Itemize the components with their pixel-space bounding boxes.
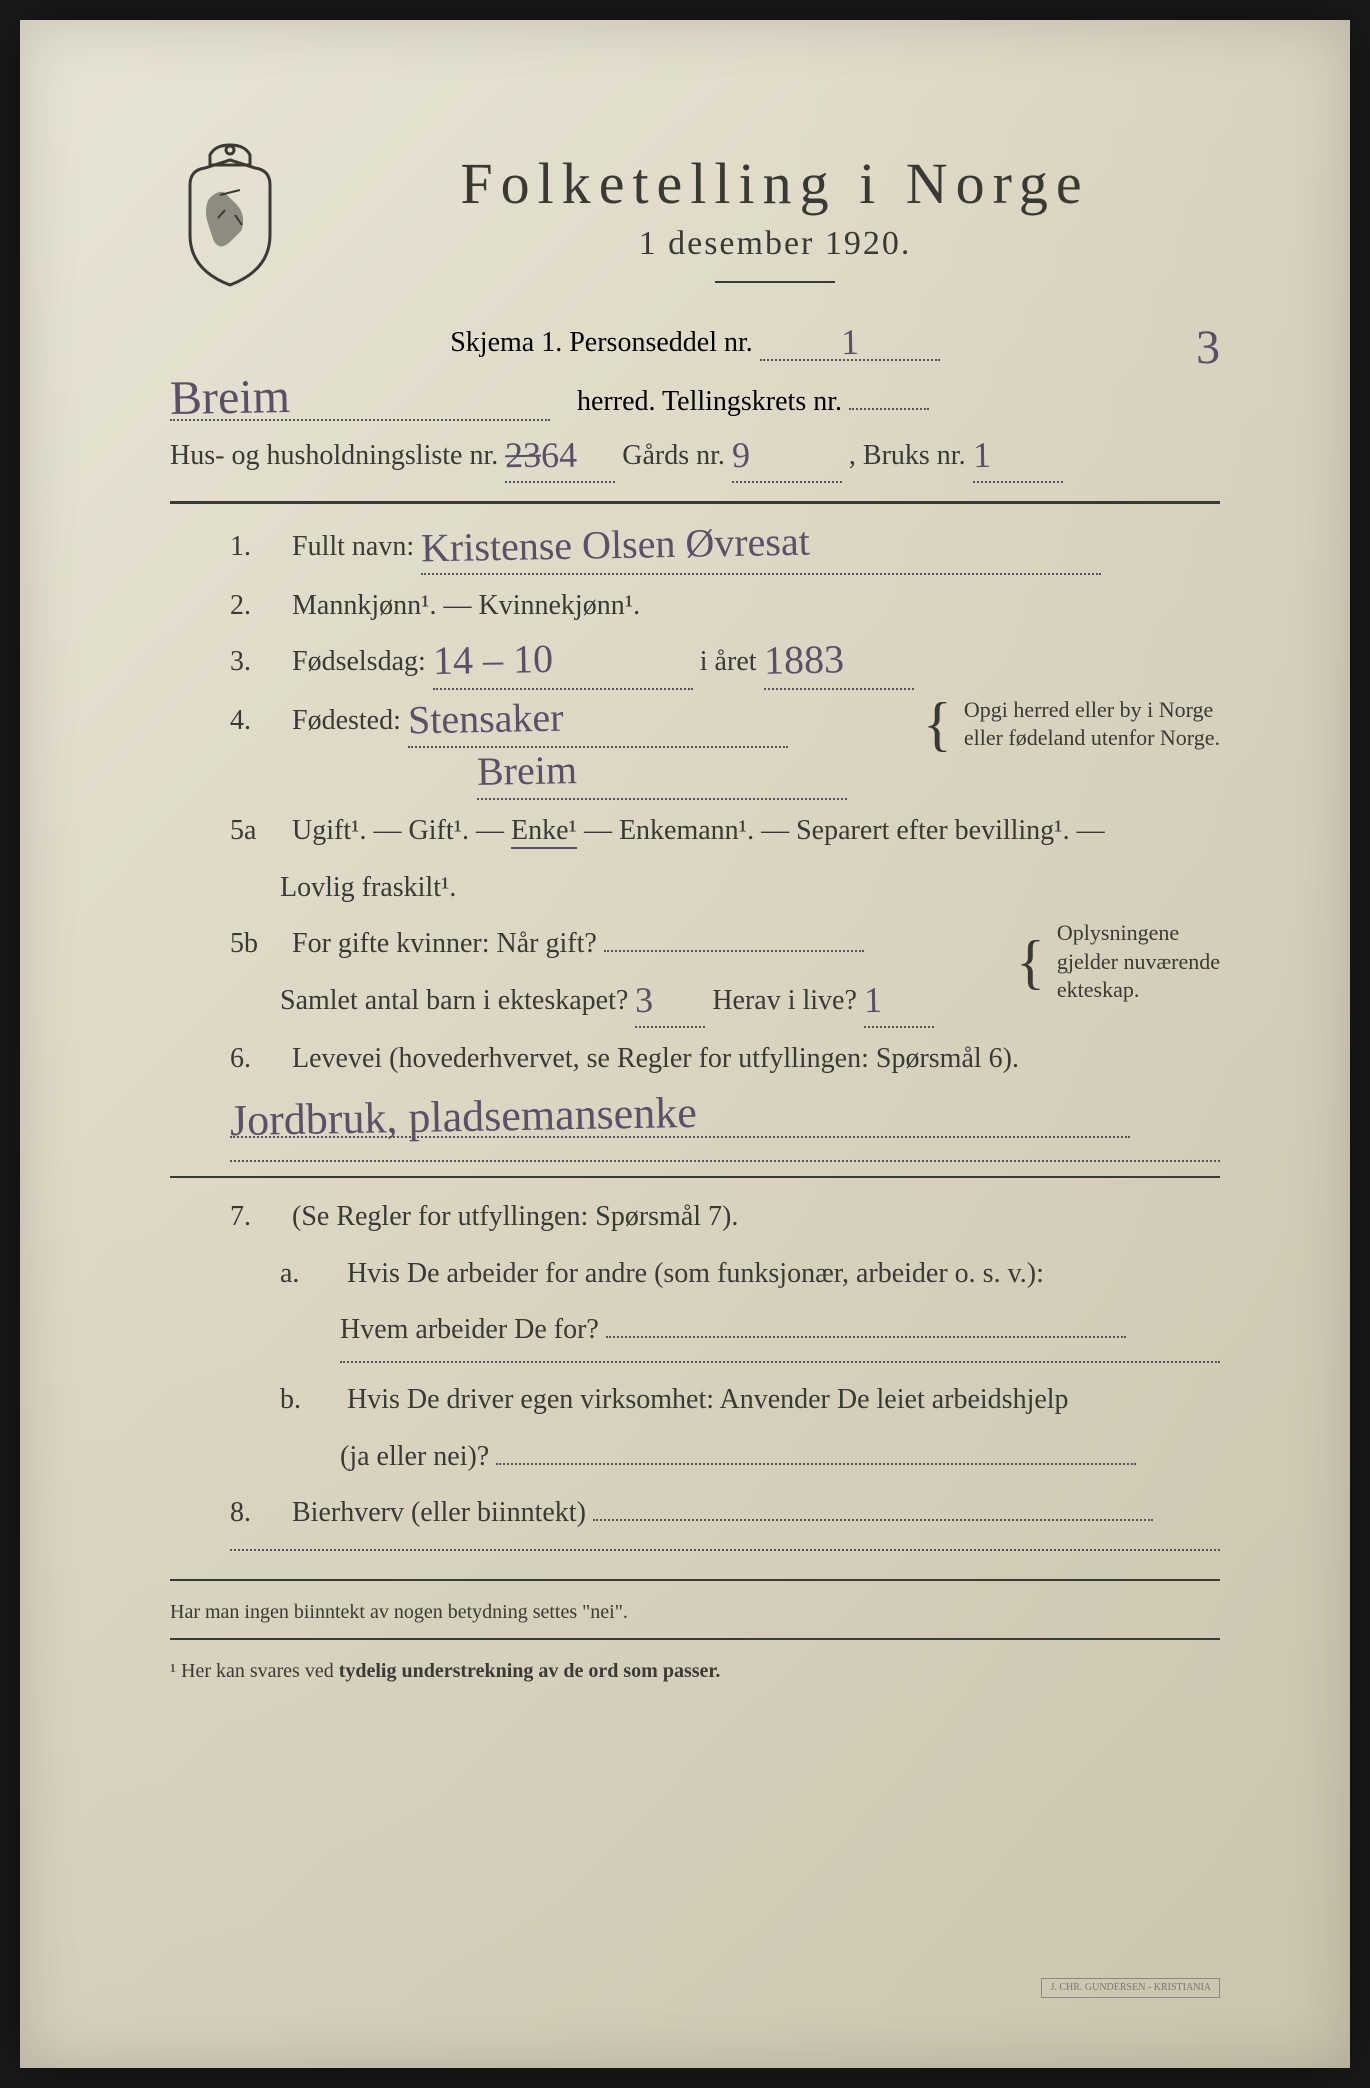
q5a-row2: Lovlig fraskilt¹. xyxy=(170,863,1220,913)
q5a-enke: Enke¹ xyxy=(511,815,577,849)
q5b-barn: 3 xyxy=(635,981,654,1017)
herred-label: herred. Tellingskrets nr. xyxy=(577,386,842,417)
q5a-row: 5a Ugift¹. — Gift¹. — Enke¹ — Enkemann¹.… xyxy=(170,806,1220,856)
q4-label: Fødested: xyxy=(292,705,401,736)
skjema-row: Skjema 1. Personseddel nr. 1 3 xyxy=(170,321,1220,361)
census-form-page: Folketelling i Norge 1 desember 1920. Sk… xyxy=(20,20,1350,2068)
bruks-nr: 1 xyxy=(972,437,991,473)
q5a-line2: Lovlig fraskilt¹. xyxy=(280,872,456,903)
q8-row: 8. Bierhverv (eller biinntekt) xyxy=(170,1488,1220,1538)
q8-label: Bierhverv (eller biinntekt) xyxy=(292,1497,586,1528)
hus-nr-strike: 23 xyxy=(505,437,542,474)
hus-nr: 64 xyxy=(541,437,578,474)
q2-label: Mannkjønn¹. — Kvinnekjønn¹. xyxy=(292,590,640,621)
q3-row: 3. Fødselsdag: 14 – 10 i året 1883 xyxy=(170,637,1220,689)
main-title: Folketelling i Norge xyxy=(330,150,1220,217)
brace-icon: { xyxy=(1016,947,1045,977)
q3-day: 14 – 10 xyxy=(432,639,553,681)
q7a-row2: Hvem arbeider De for? xyxy=(170,1305,1220,1355)
q1-value: Kristense Olsen Øvresat xyxy=(421,522,810,569)
coat-of-arms-icon xyxy=(170,140,290,290)
q6-label: Levevei (hovederhvervet, se Regler for u… xyxy=(292,1043,1019,1074)
printer-mark: J. CHR. GUNDERSEN - KRISTIANIA xyxy=(1041,1978,1220,1998)
q7a-label: Hvis De arbeider for andre (som funksjon… xyxy=(347,1258,1044,1289)
skjema-label: Skjema 1. Personseddel nr. xyxy=(450,327,753,358)
personseddel-nr: 1 xyxy=(840,324,859,360)
q5a-num: 5a xyxy=(230,806,285,856)
q4-row: 4. Fødested: Stensaker Breim { Opgi herr… xyxy=(170,696,1220,801)
husliste-prefix: Hus- og husholdningsliste nr. xyxy=(170,440,498,471)
q1-label: Fullt navn: xyxy=(292,531,414,562)
q3-year: 1883 xyxy=(763,639,844,680)
q6-num: 6. xyxy=(230,1034,285,1084)
title-block: Folketelling i Norge 1 desember 1920. xyxy=(330,140,1220,311)
q3-label: Fødselsdag: xyxy=(292,646,426,677)
tellingskrets-nr: 3 xyxy=(1196,324,1221,372)
q5b-label1: For gifte kvinner: Når gift? xyxy=(292,928,597,959)
q2-row: 2. Mannkjønn¹. — Kvinnekjønn¹. xyxy=(170,581,1220,631)
q1-row: 1. Fullt navn: Kristense Olsen Øvresat xyxy=(170,522,1220,574)
title-divider xyxy=(715,281,835,283)
section-divider xyxy=(170,1638,1220,1640)
bruks-label: , Bruks nr. xyxy=(849,440,966,471)
header: Folketelling i Norge 1 desember 1920. xyxy=(170,140,1220,311)
section-divider xyxy=(170,1176,1220,1178)
q7b-num: b. xyxy=(280,1375,340,1425)
q2-num: 2. xyxy=(230,581,285,631)
subtitle: 1 desember 1920. xyxy=(330,225,1220,263)
brace-icon: { xyxy=(923,709,952,739)
section-divider xyxy=(170,501,1220,504)
q5b-label2: Samlet antal barn i ekteskapet? xyxy=(280,985,628,1016)
q1-num: 1. xyxy=(230,522,285,572)
q6-value: Jordbruk, pladsemansenke xyxy=(230,1091,697,1143)
footnote-1: Har man ingen biinntekt av nogen betydni… xyxy=(170,1601,1220,1624)
q7b-label2: (ja eller nei)? xyxy=(340,1441,489,1472)
q7a-row: a. Hvis De arbeider for andre (som funks… xyxy=(170,1249,1220,1299)
q5b-label3: Herav i live? xyxy=(712,985,857,1016)
q7-num: 7. xyxy=(230,1192,285,1242)
q8-num: 8. xyxy=(230,1488,285,1538)
gards-nr: 9 xyxy=(732,437,751,473)
husliste-row: Hus- og husholdningsliste nr. 2364 Gårds… xyxy=(170,431,1220,483)
herred-name: Breim xyxy=(170,373,291,423)
q3-mid: i året xyxy=(700,646,757,677)
gards-label: Gårds nr. xyxy=(622,440,725,471)
q7b-row: b. Hvis De driver egen virksomhet: Anven… xyxy=(170,1375,1220,1425)
q5b-row2: Samlet antal barn i ekteskapet? 3 Herav … xyxy=(170,976,1220,1028)
q7b-label: Hvis De driver egen virksomhet: Anvender… xyxy=(347,1384,1069,1415)
q3-num: 3. xyxy=(230,637,285,687)
herred-row: Breim herred. Tellingskrets nr. xyxy=(170,371,1220,421)
q5a-post: — Enkemann¹. — Separert efter bevilling¹… xyxy=(577,815,1105,846)
footnote-2: ¹ Her kan svares ved tydelig understrekn… xyxy=(170,1660,1220,1683)
q4-value1: Stensaker xyxy=(408,697,564,740)
q7b-row2: (ja eller nei)? xyxy=(170,1432,1220,1482)
q5b-num: 5b xyxy=(230,919,285,969)
q7a-label2: Hvem arbeider De for? xyxy=(340,1314,599,1345)
q4-note: Opgi herred eller by i Norge eller fødel… xyxy=(956,696,1220,753)
q5b-live: 1 xyxy=(864,981,883,1017)
q7-row: 7. (Se Regler for utfyllingen: Spørsmål … xyxy=(170,1192,1220,1242)
q7-label: (Se Regler for utfyllingen: Spørsmål 7). xyxy=(292,1201,738,1232)
q6-row: 6. Levevei (hovederhvervet, se Regler fo… xyxy=(170,1034,1220,1084)
q5b-row1: 5b For gifte kvinner: Når gift? { Oplysn… xyxy=(170,919,1220,969)
q7a-num: a. xyxy=(280,1249,340,1299)
q6-answer: Jordbruk, pladsemansenke xyxy=(170,1092,1220,1138)
q4-num: 4. xyxy=(230,696,285,746)
q5a-pre: Ugift¹. — Gift¹. — xyxy=(292,815,511,846)
section-divider xyxy=(170,1579,1220,1581)
q4-value2: Breim xyxy=(477,750,578,792)
